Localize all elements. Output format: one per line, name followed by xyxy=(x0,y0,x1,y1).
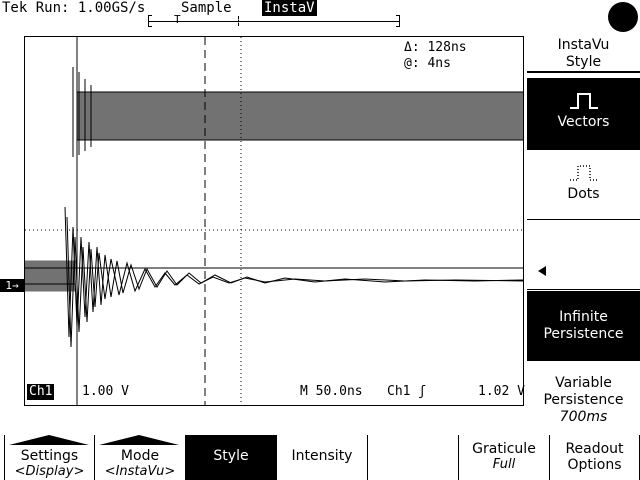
style-label: Style xyxy=(213,448,249,464)
cursor-at-readout: @: 4ns xyxy=(404,56,451,71)
bottom-menu: Settings <Display> Mode <InstaVu> Style … xyxy=(0,435,640,480)
menu-tab-icon xyxy=(9,435,89,445)
variable-persistence-value: 700ms xyxy=(559,409,608,425)
general-purpose-knob-icon xyxy=(608,2,638,32)
ch1-volts-per-div: 1.00 V xyxy=(82,384,129,399)
ch1-label: Ch1 xyxy=(27,384,55,400)
side-menu-empty-slot xyxy=(527,220,640,290)
mode-value: <InstaVu> xyxy=(104,464,176,479)
trigger-level-readout: 1.02 V xyxy=(478,384,525,399)
instavu-badge: InstaV xyxy=(262,0,317,16)
style-button[interactable]: Style xyxy=(185,435,276,480)
intensity-label: Intensity xyxy=(291,448,353,464)
infinite-persistence-button[interactable]: Infinite Persistence xyxy=(527,291,640,361)
intensity-button[interactable]: Intensity xyxy=(276,435,367,480)
infinite-persistence-label: Infinite Persistence xyxy=(543,309,624,342)
cursor-readout: Δ: 128ns @: 4ns xyxy=(404,40,467,72)
dots-button[interactable]: Dots xyxy=(527,150,640,220)
status-bar: Tek Run: 1.00GS/s T Sample InstaV xyxy=(0,0,640,34)
waveform-graticule[interactable] xyxy=(24,36,546,406)
mode-instavu-button[interactable]: Mode <InstaVu> xyxy=(94,435,185,480)
menu-tab-icon xyxy=(99,435,179,445)
trigger-level-arrow-icon xyxy=(538,266,546,276)
trigger-source-readout: Ch1 ʃ xyxy=(387,384,427,399)
trigger-position-icon: T xyxy=(174,13,181,26)
waveform-display xyxy=(25,37,523,405)
lower-trace xyxy=(25,206,523,348)
upper-trace-band xyxy=(72,67,523,157)
readout-options-button[interactable]: Readout Options xyxy=(549,435,640,480)
graticule-label: Graticule xyxy=(472,441,536,457)
graticule-button[interactable]: Graticule Full xyxy=(458,435,549,480)
acquisition-mode: Sample xyxy=(181,0,232,16)
vectors-label: Vectors xyxy=(557,114,610,130)
settings-label: Settings xyxy=(20,448,79,464)
graticule-value: Full xyxy=(492,457,516,472)
dots-icon xyxy=(569,165,598,181)
dots-label: Dots xyxy=(567,186,600,202)
readout-options-label: Readout Options xyxy=(565,441,624,473)
variable-persistence-label: Variable Persistence 700ms xyxy=(543,375,624,425)
cursor-delta-readout: Δ: 128ns xyxy=(404,40,467,55)
settings-display-button[interactable]: Settings <Display> xyxy=(4,435,94,480)
vectors-icon xyxy=(569,93,598,109)
variable-persistence-button[interactable]: Variable Persistence 700ms xyxy=(527,361,640,425)
side-menu: InstaVu Style Vectors Dots Infinite Pers… xyxy=(527,36,640,434)
record-view-bar: T xyxy=(148,14,400,28)
mode-label: Mode xyxy=(120,448,160,464)
settings-value: <Display> xyxy=(14,464,85,479)
ch1-ground-marker: 1→ xyxy=(0,279,24,292)
timebase-readout: M 50.0ns xyxy=(300,384,363,399)
vectors-button[interactable]: Vectors xyxy=(527,78,640,150)
record-window-marker xyxy=(238,16,239,26)
side-menu-title: InstaVu Style xyxy=(527,36,640,73)
acquisition-status: Tek Run: 1.00GS/s xyxy=(2,0,146,16)
bottom-menu-empty-slot xyxy=(367,435,458,480)
